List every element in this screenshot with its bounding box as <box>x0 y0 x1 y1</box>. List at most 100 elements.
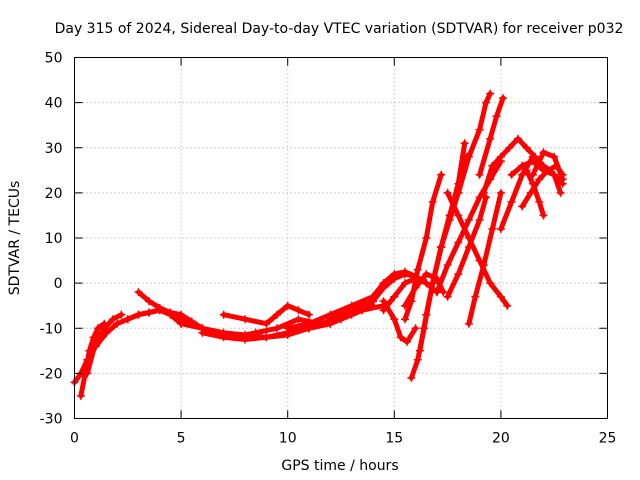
y-tick-label: 10 <box>45 231 63 247</box>
data-point-marker <box>492 112 501 121</box>
data-point-marker <box>390 292 399 301</box>
data-point-marker <box>390 270 399 279</box>
data-point-marker <box>113 319 122 328</box>
data-point-marker <box>283 301 292 310</box>
data-point-marker <box>507 197 516 206</box>
data-point-marker <box>443 261 452 270</box>
series-layer <box>70 89 567 400</box>
data-point-marker <box>100 324 109 333</box>
data-point-marker <box>518 170 527 179</box>
data-series-arc-3 <box>83 310 126 378</box>
data-point-marker <box>482 98 490 107</box>
data-point-marker <box>155 303 164 312</box>
data-point-marker <box>117 310 126 319</box>
data-series-arc-23 <box>454 89 495 197</box>
series-line-arc-30 <box>524 167 546 218</box>
data-point-marker <box>390 315 399 324</box>
data-point-marker <box>273 324 281 333</box>
data-point-marker <box>496 188 505 197</box>
data-point-marker <box>401 279 409 288</box>
data-point-marker <box>507 170 516 179</box>
data-point-marker <box>262 333 271 342</box>
data-point-marker <box>486 279 495 288</box>
data-point-marker <box>262 319 271 328</box>
data-point-marker <box>413 355 422 364</box>
data-point-marker <box>550 170 559 179</box>
data-point-marker <box>486 89 495 98</box>
data-point-marker <box>407 297 416 306</box>
data-point-marker <box>464 319 473 328</box>
data-point-marker <box>396 333 405 342</box>
data-point-marker <box>177 319 186 328</box>
data-point-marker <box>496 225 505 233</box>
x-tick-label: 10 <box>279 431 297 447</box>
data-point-marker <box>535 175 544 184</box>
data-point-marker <box>558 175 567 184</box>
data-point-marker <box>479 261 488 270</box>
data-point-marker <box>145 297 154 306</box>
plot-frame <box>74 57 608 419</box>
data-point-marker <box>83 369 92 378</box>
data-series-arc-31 <box>528 148 567 184</box>
data-point-marker <box>379 297 388 306</box>
data-point-marker <box>230 333 239 342</box>
data-point-marker <box>454 211 463 220</box>
data-point-marker <box>482 193 490 202</box>
data-series-arc-8 <box>219 301 313 328</box>
data-point-marker <box>415 346 424 355</box>
data-point-marker <box>543 166 552 175</box>
data-point-marker <box>403 337 412 346</box>
data-point-marker <box>379 279 388 288</box>
grid-layer <box>74 57 608 419</box>
x-tick-label: 20 <box>492 431 510 447</box>
data-point-marker <box>464 152 473 161</box>
data-point-marker <box>241 315 250 324</box>
data-point-marker <box>518 202 527 211</box>
data-point-marker <box>514 134 522 143</box>
data-point-marker <box>422 270 431 279</box>
data-point-marker <box>358 301 367 310</box>
chart-title: Day 315 of 2024, Sidereal Day-to-day VTE… <box>55 21 624 37</box>
y-tick-label: 50 <box>45 51 63 67</box>
data-point-marker <box>454 238 463 247</box>
y-tick-label: 30 <box>45 141 63 157</box>
data-point-marker <box>437 243 446 251</box>
data-point-marker <box>496 292 505 301</box>
data-point-marker <box>422 234 431 242</box>
data-point-marker <box>496 152 505 161</box>
data-series-arc-2 <box>76 319 109 400</box>
data-point-marker <box>134 310 143 319</box>
data-series-arc-4 <box>123 306 186 328</box>
data-point-marker <box>145 308 154 317</box>
data-point-marker <box>503 301 512 310</box>
y-tick-label: 40 <box>45 96 63 112</box>
data-point-marker <box>539 211 548 220</box>
data-series-arc-25 <box>475 94 507 179</box>
data-point-marker <box>475 170 484 179</box>
series-line-arc-25 <box>477 95 506 178</box>
data-point-marker <box>283 324 292 333</box>
x-tick-label: 15 <box>385 431 403 447</box>
data-point-marker <box>488 225 497 233</box>
data-point-marker <box>91 337 100 346</box>
data-point-marker <box>428 197 437 206</box>
x-axis-label: GPS time / hours <box>281 458 398 474</box>
data-point-marker <box>251 328 260 337</box>
data-point-marker <box>411 324 420 333</box>
data-point-marker <box>305 310 313 319</box>
data-series-arc-30 <box>522 166 548 220</box>
data-point-marker <box>445 211 454 220</box>
data-point-marker <box>123 315 132 324</box>
data-point-marker <box>522 143 531 152</box>
data-point-marker <box>475 215 484 224</box>
data-point-marker <box>428 279 437 288</box>
data-point-marker <box>505 143 514 152</box>
data-point-marker <box>369 292 377 301</box>
data-point-marker <box>177 310 186 319</box>
data-point-marker <box>486 134 495 143</box>
data-point-marker <box>475 125 484 134</box>
data-point-marker <box>471 292 480 301</box>
series-line-arc-16 <box>402 172 444 322</box>
data-series-arc-26 <box>479 134 539 197</box>
